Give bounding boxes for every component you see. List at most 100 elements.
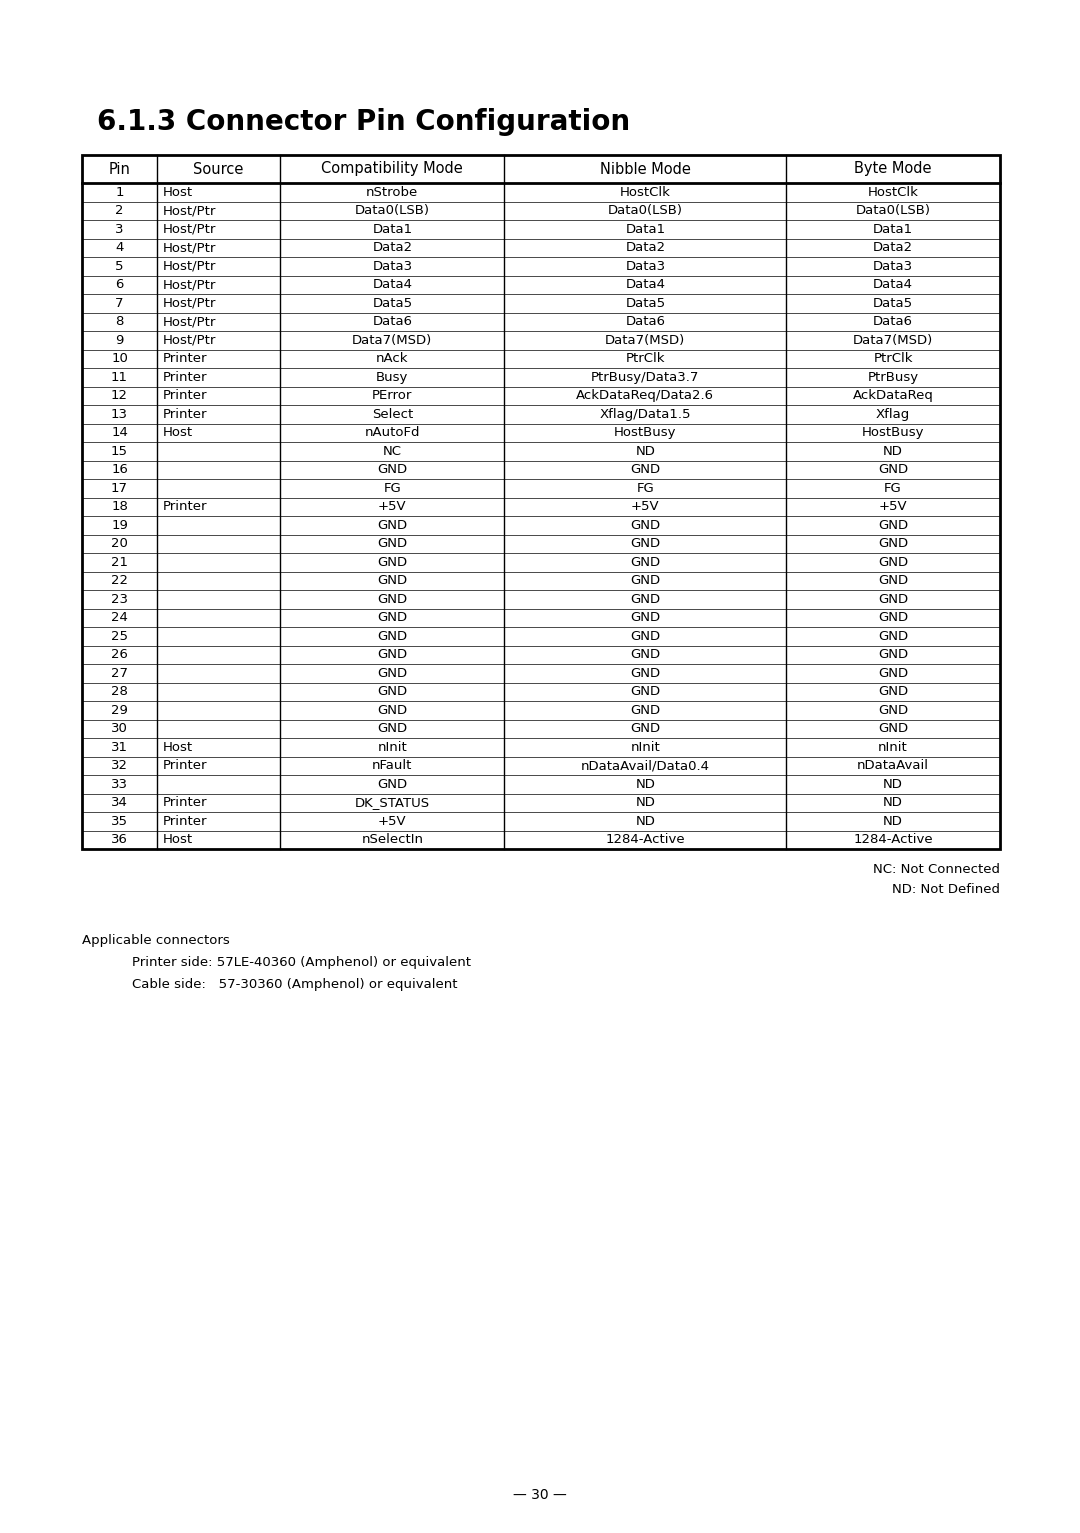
Text: GND: GND	[377, 518, 407, 532]
Text: Data1: Data1	[625, 222, 665, 236]
Text: nFault: nFault	[373, 759, 413, 773]
Text: 1284-Active: 1284-Active	[606, 834, 685, 846]
Text: Host: Host	[163, 740, 193, 754]
Text: 12: 12	[111, 389, 129, 402]
Text: Data5: Data5	[625, 297, 665, 310]
Text: nStrobe: nStrobe	[366, 185, 418, 199]
Text: Byte Mode: Byte Mode	[854, 161, 932, 176]
Text: ND: Not Defined: ND: Not Defined	[892, 883, 1000, 895]
Text: Data6: Data6	[373, 316, 413, 328]
Text: GND: GND	[377, 463, 407, 477]
Text: Printer: Printer	[163, 500, 207, 514]
Text: Data3: Data3	[625, 259, 665, 273]
Text: PtrBusy: PtrBusy	[867, 371, 919, 383]
Text: 34: 34	[111, 796, 129, 809]
Text: 14: 14	[111, 426, 129, 440]
Text: 8: 8	[116, 316, 124, 328]
Text: GND: GND	[878, 667, 908, 679]
Text: GND: GND	[878, 704, 908, 717]
Text: GND: GND	[377, 777, 407, 791]
Text: Busy: Busy	[376, 371, 408, 383]
Text: GND: GND	[631, 685, 660, 698]
Text: 2: 2	[116, 204, 124, 218]
Text: GND: GND	[878, 537, 908, 550]
Text: nAck: nAck	[376, 353, 408, 365]
Text: nInit: nInit	[878, 740, 908, 754]
Text: Data2: Data2	[873, 241, 913, 254]
Text: GND: GND	[631, 667, 660, 679]
Text: Data0(LSB): Data0(LSB)	[855, 204, 931, 218]
Text: 6: 6	[116, 279, 124, 291]
Text: PError: PError	[373, 389, 413, 402]
Text: AckDataReq: AckDataReq	[852, 389, 933, 402]
Text: 1: 1	[116, 185, 124, 199]
Text: Applicable connectors: Applicable connectors	[82, 934, 230, 947]
Text: 16: 16	[111, 463, 129, 477]
Text: Host/Ptr: Host/Ptr	[163, 334, 216, 346]
Text: Xflag: Xflag	[876, 408, 910, 420]
Text: FG: FG	[885, 481, 902, 495]
Text: 17: 17	[111, 481, 129, 495]
Text: Data5: Data5	[873, 297, 913, 310]
Text: GND: GND	[878, 518, 908, 532]
Text: ND: ND	[883, 814, 903, 828]
Text: Host: Host	[163, 185, 193, 199]
Text: Host/Ptr: Host/Ptr	[163, 222, 216, 236]
Text: HostBusy: HostBusy	[615, 426, 676, 440]
Text: 36: 36	[111, 834, 129, 846]
Text: 21: 21	[111, 556, 129, 569]
Text: 18: 18	[111, 500, 129, 514]
Text: GND: GND	[377, 575, 407, 587]
Text: Data3: Data3	[873, 259, 913, 273]
Text: GND: GND	[631, 463, 660, 477]
Text: GND: GND	[878, 648, 908, 661]
Text: Printer: Printer	[163, 796, 207, 809]
Text: Printer: Printer	[163, 353, 207, 365]
Text: GND: GND	[631, 612, 660, 624]
Text: 1284-Active: 1284-Active	[853, 834, 933, 846]
Text: 4: 4	[116, 241, 124, 254]
Text: Nibble Mode: Nibble Mode	[599, 161, 691, 176]
Text: DK_STATUS: DK_STATUS	[355, 796, 430, 809]
Text: 15: 15	[111, 445, 129, 458]
Text: GND: GND	[878, 722, 908, 736]
Text: 33: 33	[111, 777, 129, 791]
Text: Select: Select	[372, 408, 413, 420]
Text: 29: 29	[111, 704, 129, 717]
Text: 31: 31	[111, 740, 129, 754]
Text: GND: GND	[631, 537, 660, 550]
Text: Printer: Printer	[163, 408, 207, 420]
Text: PtrClk: PtrClk	[874, 353, 913, 365]
Text: Cable side:   57-30360 (Amphenol) or equivalent: Cable side: 57-30360 (Amphenol) or equiv…	[132, 978, 458, 990]
Text: 3: 3	[116, 222, 124, 236]
Text: 30: 30	[111, 722, 129, 736]
Text: GND: GND	[377, 685, 407, 698]
Text: GND: GND	[377, 704, 407, 717]
Text: NC: Not Connected: NC: Not Connected	[873, 863, 1000, 875]
Text: 22: 22	[111, 575, 129, 587]
Text: Data7(MSD): Data7(MSD)	[853, 334, 933, 346]
Text: Data3: Data3	[373, 259, 413, 273]
Text: GND: GND	[377, 630, 407, 642]
Text: ND: ND	[883, 777, 903, 791]
Text: 23: 23	[111, 593, 129, 606]
Text: ND: ND	[883, 445, 903, 458]
Text: 25: 25	[111, 630, 129, 642]
Text: ND: ND	[635, 814, 656, 828]
Text: Data4: Data4	[373, 279, 413, 291]
Text: Data6: Data6	[873, 316, 913, 328]
Text: Data7(MSD): Data7(MSD)	[352, 334, 432, 346]
Text: GND: GND	[377, 556, 407, 569]
Text: 27: 27	[111, 667, 129, 679]
Text: +5V: +5V	[879, 500, 907, 514]
Text: GND: GND	[377, 667, 407, 679]
Text: 20: 20	[111, 537, 129, 550]
Text: HostBusy: HostBusy	[862, 426, 924, 440]
Text: 6.1.3 Connector Pin Configuration: 6.1.3 Connector Pin Configuration	[97, 107, 630, 136]
Text: Printer: Printer	[163, 371, 207, 383]
Text: Data2: Data2	[625, 241, 665, 254]
Text: Host/Ptr: Host/Ptr	[163, 259, 216, 273]
Text: nAutoFd: nAutoFd	[365, 426, 420, 440]
Text: nSelectIn: nSelectIn	[362, 834, 423, 846]
Text: ND: ND	[883, 796, 903, 809]
